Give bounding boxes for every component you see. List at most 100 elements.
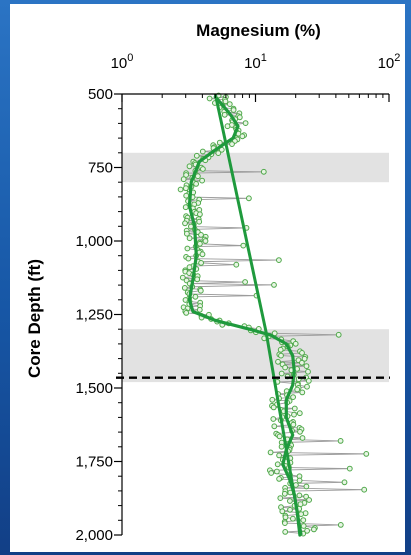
x-axis-title: Magnesium (%) — [196, 21, 321, 40]
sample-point — [277, 346, 284, 353]
sample-point — [290, 515, 296, 522]
sample-point — [290, 421, 297, 428]
sample-point — [177, 186, 184, 193]
y-tick-label: 1,500 — [75, 380, 113, 397]
sample-point — [215, 150, 222, 157]
sample-point — [183, 185, 189, 192]
sample-point — [274, 461, 281, 468]
sample-point — [221, 111, 228, 118]
sample-point — [282, 520, 288, 526]
sample-point — [200, 166, 206, 172]
sample-point — [270, 404, 277, 411]
sample-point — [276, 433, 283, 440]
sample-point — [267, 449, 274, 456]
sample-connector — [303, 524, 341, 527]
sample-point — [195, 173, 201, 180]
sample-point — [224, 123, 231, 130]
sample-point — [346, 465, 353, 472]
sample-point — [294, 386, 301, 393]
sample-point — [297, 428, 303, 435]
sample-connector — [274, 425, 300, 429]
sample-point — [271, 423, 278, 430]
sample-point — [279, 508, 286, 515]
sample-point — [282, 514, 289, 521]
sample-point — [299, 359, 305, 366]
sample-point — [304, 527, 311, 534]
sample-connector — [274, 332, 339, 336]
sample-point — [246, 195, 252, 202]
sample-point — [282, 529, 289, 535]
sample-connector — [269, 468, 350, 471]
y-tick-label: 500 — [88, 86, 113, 103]
sample-point — [303, 363, 310, 370]
sample-point — [276, 257, 282, 264]
sample-point — [300, 517, 307, 523]
sample-point — [276, 452, 283, 459]
sample-point — [298, 511, 305, 518]
sample-point — [278, 370, 285, 377]
sample-point — [186, 235, 193, 242]
sample-point — [240, 242, 247, 249]
sample-connector — [279, 453, 367, 456]
sample-point — [182, 204, 189, 211]
trend-line — [213, 93, 303, 536]
shaded-band-1 — [122, 152, 389, 183]
y-tick-label: 1,000 — [75, 233, 113, 250]
sample-point — [270, 416, 277, 422]
sample-point — [337, 438, 344, 444]
sample-connector — [188, 258, 279, 261]
sample-point — [199, 148, 206, 155]
sample-point — [290, 394, 297, 401]
magnesium-depth-chart: 500 750 1,000 1,250 1,500 1,750 2,000 100 101 102… — [25, 21, 400, 544]
sample-point — [281, 490, 288, 497]
sample-point — [297, 501, 304, 508]
sample-point — [361, 486, 368, 493]
sample-point — [287, 506, 293, 513]
sample-point — [299, 435, 306, 441]
sample-point — [282, 364, 289, 371]
sample-connector — [285, 489, 365, 492]
sample-connector — [277, 381, 299, 385]
sample-connector — [201, 262, 237, 266]
sample-point — [299, 350, 305, 356]
sample-point — [274, 468, 280, 475]
sample-point — [275, 358, 281, 365]
y-tick-label: 2,000 — [75, 527, 113, 544]
fit-lines — [116, 93, 390, 537]
sample-point — [226, 101, 233, 107]
sample-point — [335, 331, 342, 338]
sample-point — [182, 220, 188, 227]
sample-point — [230, 107, 237, 113]
sample-point — [300, 523, 307, 529]
sample-point — [183, 192, 190, 199]
sample-point — [186, 264, 193, 271]
sample-point — [181, 285, 188, 291]
sample-point — [197, 211, 203, 218]
sample-point — [199, 177, 206, 184]
sample-point — [305, 368, 311, 375]
sample-point — [291, 411, 297, 418]
sample-point — [311, 526, 317, 533]
sample-point — [233, 261, 240, 268]
axes — [114, 93, 390, 536]
sample-connector — [195, 245, 244, 248]
sample-connector — [186, 171, 264, 174]
sample-point — [276, 476, 283, 482]
sample-point — [268, 470, 275, 476]
sample-connector — [268, 334, 339, 337]
sample-point — [302, 510, 309, 517]
sample-point — [296, 477, 303, 484]
shaded-bands — [122, 152, 389, 383]
sample-connector — [192, 264, 237, 267]
sample-point — [222, 98, 229, 105]
sample-point — [206, 95, 213, 102]
axis-labels: 500 750 1,000 1,250 1,500 1,750 2,000 100 101 102… — [25, 21, 400, 544]
sample-point — [341, 479, 348, 486]
sample-point — [337, 522, 344, 528]
sample-point — [186, 163, 193, 170]
sample-point — [239, 133, 246, 140]
sample-point — [301, 355, 308, 362]
sample-point — [236, 114, 243, 121]
sample-connector — [194, 227, 247, 230]
sample-point — [277, 495, 284, 502]
